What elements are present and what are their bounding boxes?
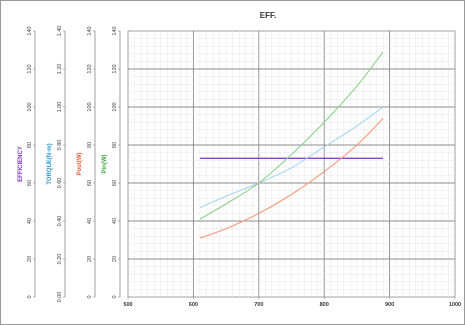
series-lines (199, 51, 384, 239)
y-tick-label: 0.00 (57, 292, 63, 303)
y-tick-label: 100 (112, 102, 118, 111)
y-tick-label: 120 (112, 64, 118, 73)
pout-axis-label: Pout(W) (77, 153, 83, 176)
x-tick-label: 600 (189, 302, 198, 308)
y-tick-label: 140 (112, 26, 118, 35)
efficiency-axis-label: EFFICIENCY (18, 146, 24, 182)
efficiency-axis: 0 20 40 60 80 100 120 140 EFFICIENCY (18, 26, 36, 299)
y-tick-label: 140 (27, 26, 33, 35)
y-tick-label: 40 (27, 218, 33, 224)
y-tick-label: 100 (87, 102, 93, 111)
y-tick-label: 1.00 (57, 102, 63, 113)
y-tick-label: 40 (112, 218, 118, 224)
torque-axis-label: TORQUE(N-m) (47, 143, 53, 184)
x-tick-label: 800 (320, 302, 329, 308)
y-tick-label: 60 (112, 180, 118, 186)
y-tick-label: 0.40 (57, 216, 63, 227)
torque-axis: 0.00 0.20 0.40 0.60 0.80 1.00 1.20 1.40 TORQUE(N… (47, 26, 66, 303)
x-tick-label: 1000 (449, 302, 461, 308)
y-tick-label: 120 (27, 64, 33, 73)
y-tick-label: 120 (87, 64, 93, 73)
y-tick-label: 0.60 (57, 178, 63, 189)
y-tick-label: 1.20 (57, 64, 63, 75)
y-tick-label: 0.20 (57, 254, 63, 265)
y-tick-label: 1.40 (57, 26, 63, 37)
y-axes: 0 20 40 60 80 100 120 140 EFFICIENCY 0.00 0.20 0.40… (18, 26, 121, 303)
y-tick-label: 0 (27, 295, 33, 298)
x-tick-label: 500 (123, 302, 132, 308)
x-axis-ticks: 500 600 700 800 900 1000 (123, 297, 461, 308)
y-tick-label: 0 (87, 295, 93, 298)
x-tick-label: 700 (254, 302, 263, 308)
grid (127, 30, 456, 298)
y-tick-label: 60 (27, 180, 33, 186)
y-tick-label: 20 (87, 256, 93, 262)
y-tick-label: 20 (27, 256, 33, 262)
y-tick-label: 20 (112, 256, 118, 262)
y-tick-label: 140 (87, 26, 93, 35)
y-tick-label: 60 (87, 180, 93, 186)
x-tick-label: 900 (385, 302, 394, 308)
pout-series-line (199, 118, 384, 239)
y-tick-label: 80 (87, 142, 93, 148)
y-tick-label: 80 (112, 142, 118, 148)
torque-series-line (199, 106, 384, 209)
y-tick-label: 100 (27, 102, 33, 111)
y-tick-label: 40 (87, 218, 93, 224)
pin-axis-label: Pin(W) (102, 155, 108, 174)
y-tick-label: 80 (27, 142, 33, 148)
chart-title: EFF. (260, 11, 276, 20)
pout-axis: 0 20 40 60 80 100 120 140 Pout(W) (77, 26, 96, 299)
y-tick-label: 0.80 (57, 140, 63, 151)
pin-series-line (199, 51, 384, 220)
y-tick-label: 0 (112, 295, 118, 298)
pin-axis: 0 20 40 60 80 100 120 140 Pin(W) (102, 26, 121, 299)
